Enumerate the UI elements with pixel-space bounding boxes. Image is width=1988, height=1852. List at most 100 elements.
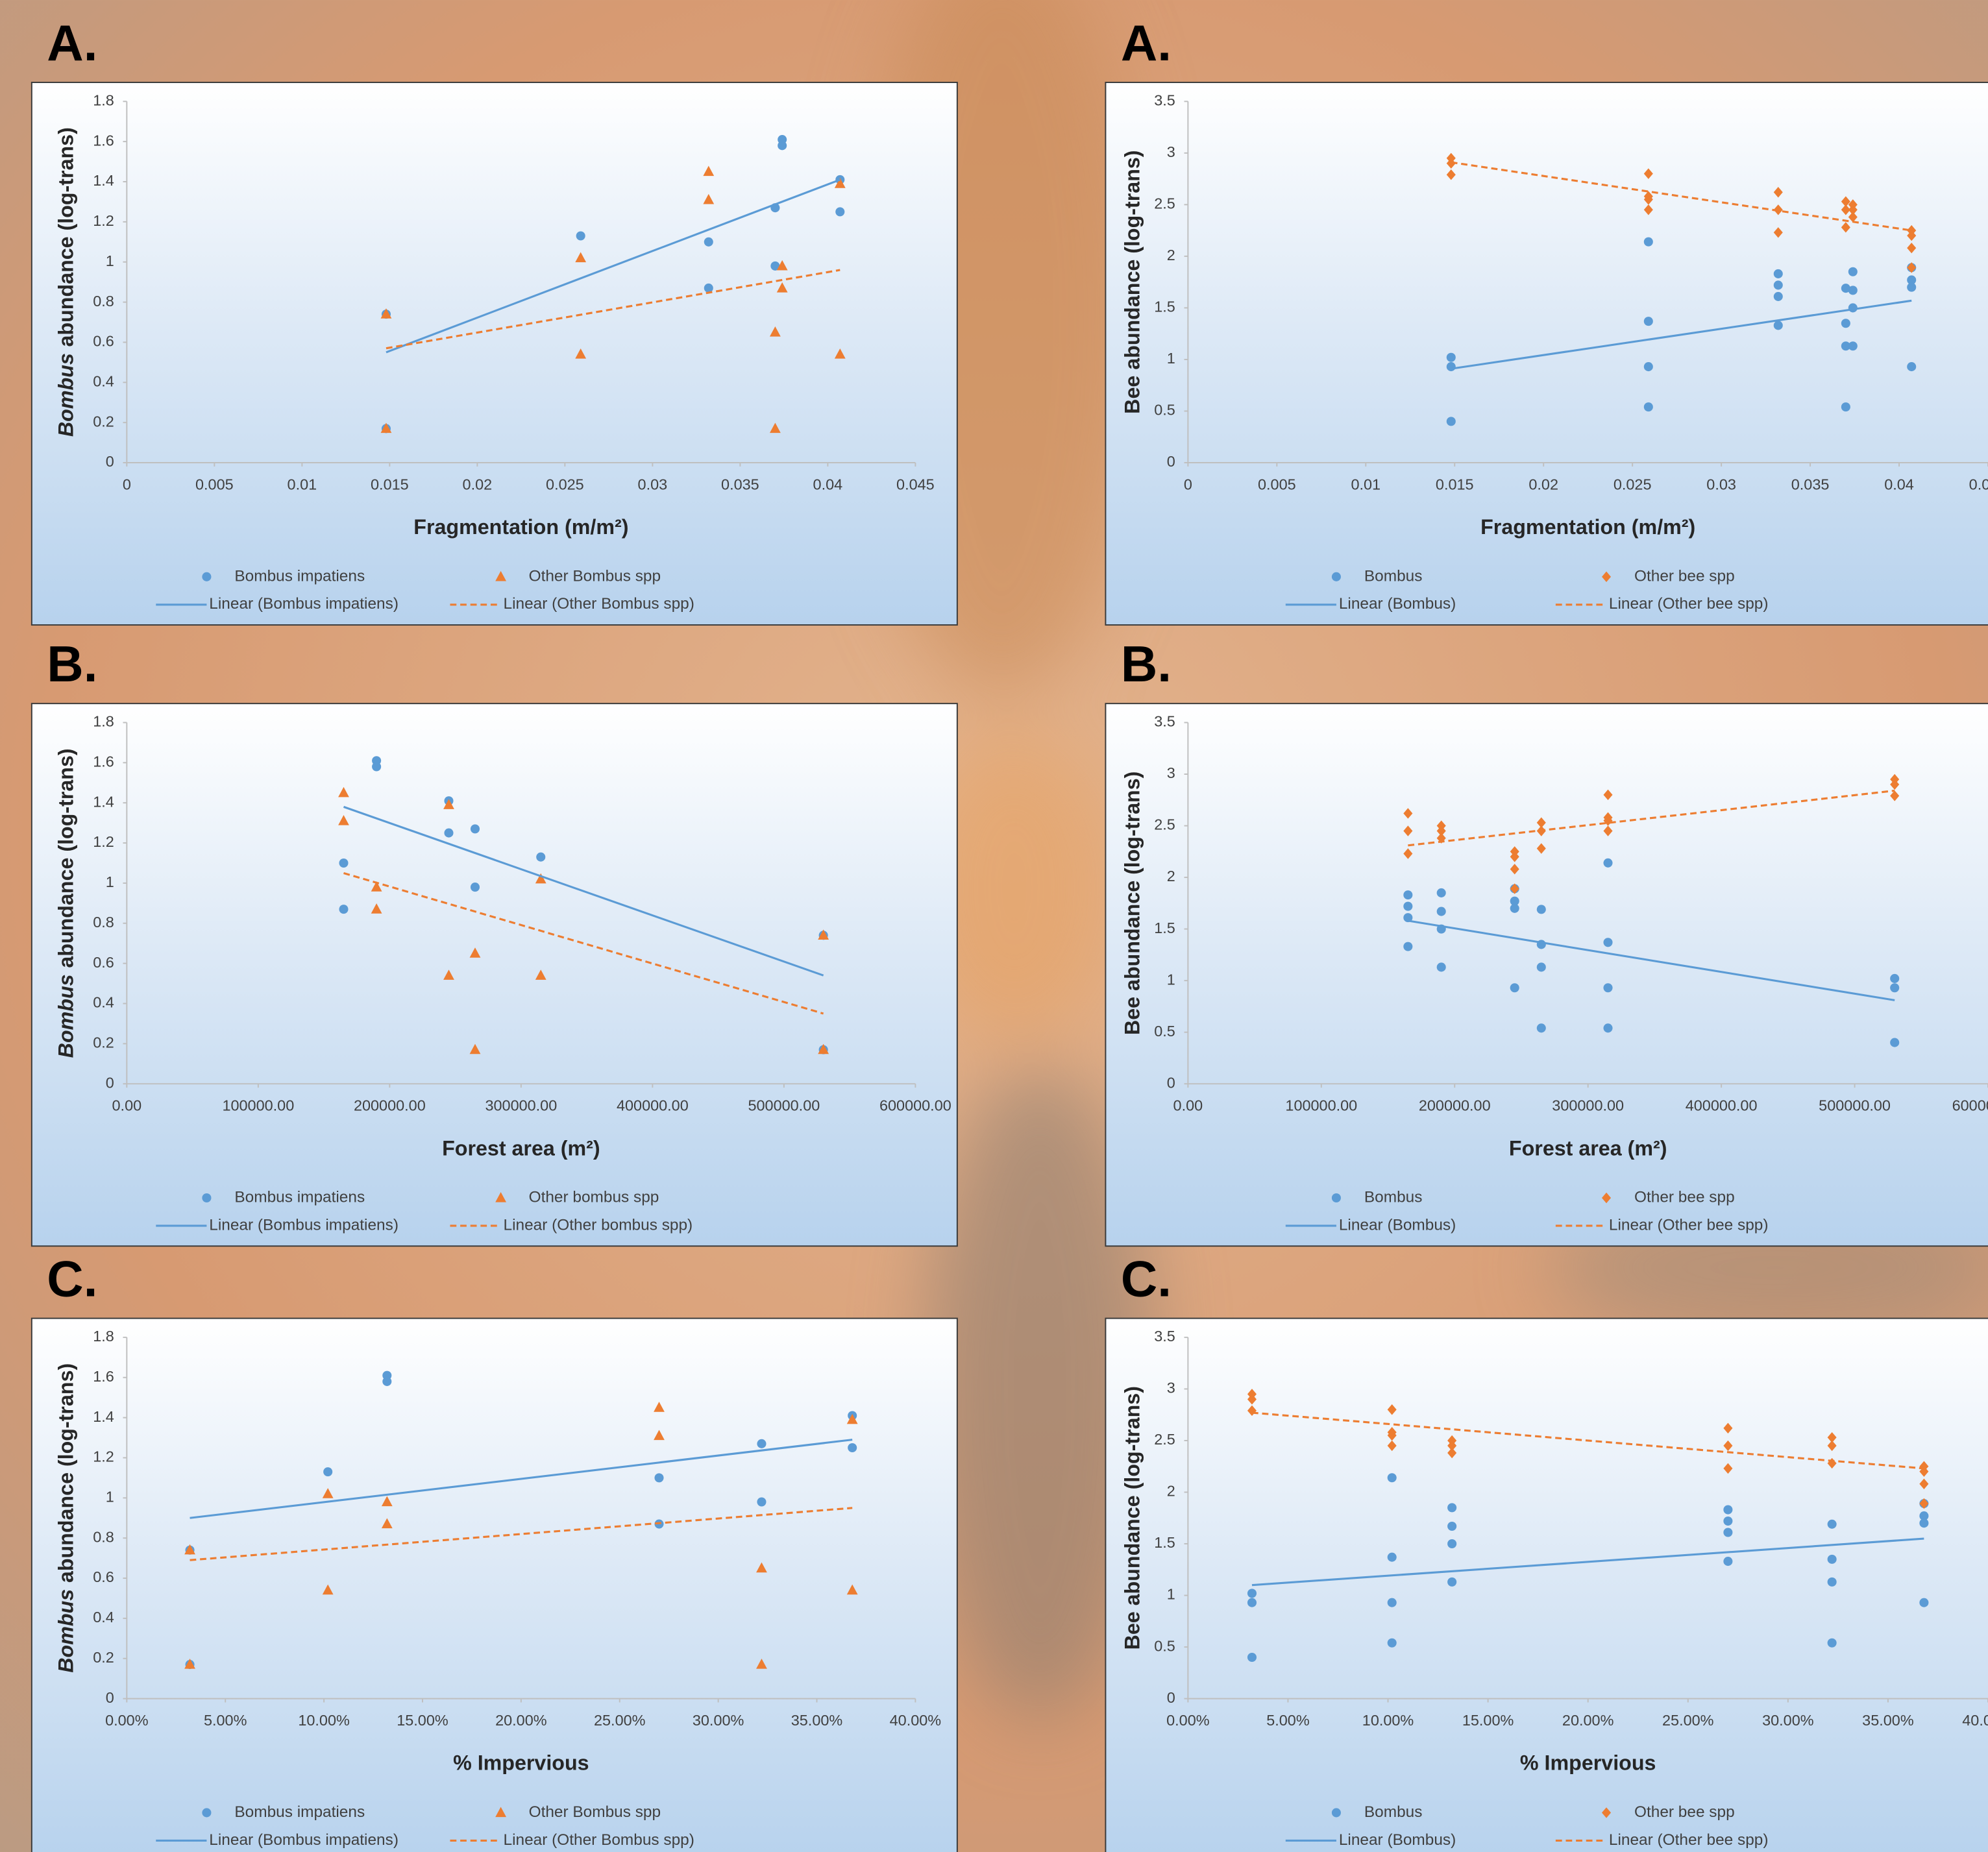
y-axis-title: Bombusabundance (log-trans) [54, 748, 77, 1058]
legend-label: Bombus [1364, 567, 1423, 585]
point [757, 1497, 766, 1506]
point [382, 1377, 391, 1386]
point [1774, 321, 1783, 330]
point [848, 1443, 857, 1452]
x-tick-label: 30.00% [693, 1712, 744, 1729]
x-tick-label: 20.00% [1562, 1712, 1614, 1729]
x-tick-label: 5.00% [204, 1712, 247, 1729]
legend-marker [1332, 1808, 1341, 1817]
point [1403, 942, 1412, 951]
x-tick-label: 10.00% [1362, 1712, 1414, 1729]
y-tick-label: 0.8 [93, 293, 114, 310]
y-axis-title-text: Bee abundance (log-trans) [1120, 150, 1144, 413]
y-tick-label: 2.5 [1154, 1431, 1175, 1448]
panel-label: B. [47, 635, 97, 692]
y-tick-label: 0.8 [93, 1528, 114, 1545]
x-tick-label: 0.01 [288, 476, 317, 493]
chart-panel: A.00.20.40.60.811.21.41.61.800.0050.010.… [32, 14, 957, 625]
legend-label: Linear (Bombus impatiens) [209, 595, 399, 613]
x-tick-label: 0.00 [1173, 1097, 1203, 1114]
y-tick-label: 0.4 [93, 994, 114, 1011]
point [323, 1467, 332, 1476]
chart-frame [32, 82, 957, 625]
y-tick-label: 0.2 [93, 1649, 114, 1666]
point [1537, 962, 1546, 971]
legend-label: Linear (Other bee spp) [1609, 1831, 1769, 1849]
panel-label: C. [47, 1250, 97, 1308]
y-tick-label: 1 [1167, 350, 1175, 367]
point [1388, 1553, 1397, 1562]
point [1841, 402, 1850, 411]
y-tick-label: 0 [1167, 1689, 1175, 1706]
point [1723, 1517, 1732, 1526]
y-tick-label: 0.5 [1154, 1023, 1175, 1040]
y-tick-label: 3 [1167, 1380, 1175, 1396]
x-tick-label: 0 [1184, 476, 1192, 493]
point [536, 853, 545, 862]
x-tick-label: 10.00% [298, 1712, 349, 1729]
chart-panel: C.00.511.522.533.50.00%5.00%10.00%15.00%… [1105, 1250, 1988, 1852]
point [835, 207, 844, 216]
y-tick-label: 1.5 [1154, 1534, 1175, 1551]
x-tick-label: 35.00% [1862, 1712, 1914, 1729]
legend-label: Bombus impatiens [234, 567, 365, 585]
y-tick-label: 0 [106, 1074, 114, 1091]
y-tick-label: 3 [1167, 764, 1175, 781]
point [1774, 280, 1783, 289]
x-tick-label: 20.00% [495, 1712, 547, 1729]
y-tick-label: 0 [1167, 1074, 1175, 1091]
y-tick-label: 2 [1167, 1483, 1175, 1500]
x-tick-label: 0.025 [1614, 476, 1652, 493]
legend-marker [1332, 1193, 1341, 1202]
y-tick-label: 1.4 [93, 1408, 114, 1425]
x-tick-label: 100000.00 [222, 1097, 294, 1114]
point [1828, 1639, 1837, 1648]
point [1447, 362, 1456, 371]
legend-label: Linear (Other Bombus spp) [504, 595, 694, 613]
point [1403, 890, 1412, 899]
point [1774, 269, 1783, 278]
x-tick-label: 0.00% [1166, 1712, 1209, 1729]
legend-label: Linear (Bombus impatiens) [209, 1831, 399, 1849]
y-axis-title-italic: Bombus [54, 353, 77, 437]
point [1848, 286, 1858, 295]
y-tick-label: 1.8 [93, 713, 114, 730]
point [1919, 1598, 1928, 1607]
x-tick-label: 0.02 [463, 476, 493, 493]
legend-label: Linear (Bombus) [1339, 1831, 1456, 1849]
y-axis-title: Bombusabundance (log-trans) [54, 127, 77, 437]
x-tick-label: 0.00% [105, 1712, 148, 1729]
panel-label: A. [47, 14, 97, 71]
y-tick-label: 0.2 [93, 413, 114, 430]
x-tick-label: 200000.00 [354, 1097, 426, 1114]
x-axis-title: % Impervious [1520, 1751, 1656, 1775]
point [1890, 1038, 1899, 1047]
legend-label: Linear (Other Bombus spp) [504, 1831, 694, 1849]
legend-label: Bombus impatiens [234, 1188, 365, 1206]
x-tick-label: 0 [123, 476, 131, 493]
y-axis-title-rest: abundance (log-trans) [54, 748, 77, 968]
point [1907, 362, 1916, 371]
y-tick-label: 3.5 [1154, 91, 1175, 108]
point [1848, 267, 1858, 276]
x-axis-title: Fragmentation (m/m²) [1480, 515, 1695, 539]
legend-label: Bombus impatiens [234, 1803, 365, 1821]
y-tick-label: 0 [106, 453, 114, 470]
point [1537, 905, 1546, 914]
y-tick-label: 0 [1167, 453, 1175, 470]
y-tick-label: 3 [1167, 143, 1175, 160]
legend-label: Other Bombus spp [529, 1803, 661, 1821]
point [1828, 1578, 1837, 1587]
y-tick-label: 0.4 [93, 372, 114, 389]
point [1510, 983, 1519, 992]
y-tick-label: 1.4 [93, 172, 114, 189]
point [1247, 1653, 1257, 1662]
point [1603, 983, 1612, 992]
x-tick-label: 0.005 [1258, 476, 1296, 493]
point [1403, 902, 1412, 911]
point [1447, 1503, 1456, 1512]
legend-marker [1332, 572, 1341, 581]
point [1828, 1520, 1837, 1529]
figure: A.00.20.40.60.811.21.41.61.800.0050.010.… [0, 0, 1988, 1852]
